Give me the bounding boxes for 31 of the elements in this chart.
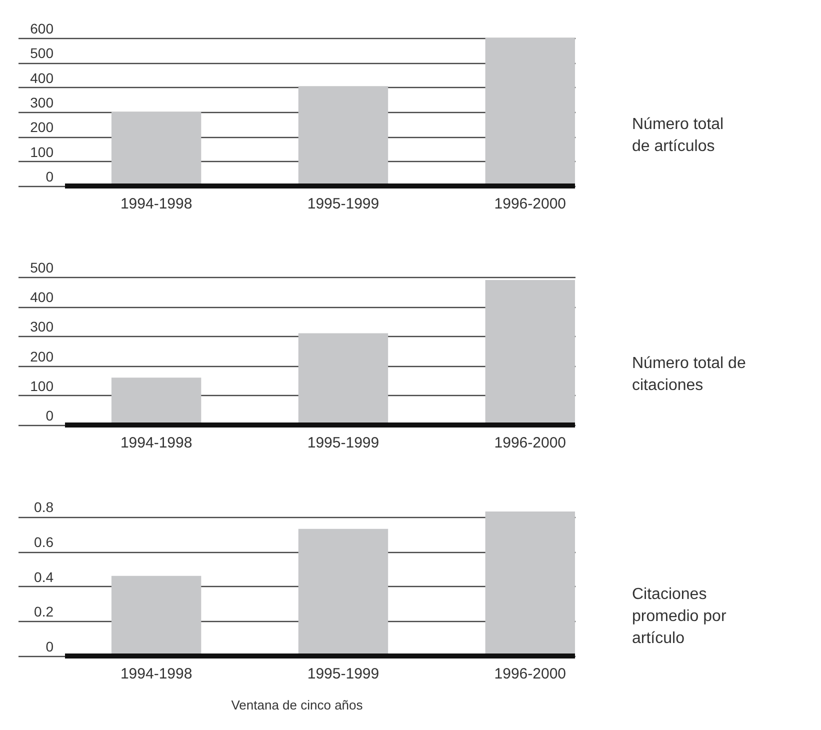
x-axis-title: Ventana de cinco años: [231, 698, 364, 712]
y-tick-label: 0.2: [34, 604, 54, 620]
x-tick-label: 1995-1999: [307, 196, 380, 212]
x-tick-label: 1996-2000: [494, 666, 566, 682]
y-tick-label: 0: [46, 638, 54, 654]
y-axis-title: Número total de citaciones: [632, 354, 746, 394]
x-tick-label: 1996-2000: [494, 196, 566, 212]
y-tick-label: 400: [30, 289, 54, 306]
x-tick-label: 1995-1999: [307, 666, 380, 682]
y-tick-label: 300: [30, 318, 54, 335]
y-tick-label: 200: [30, 119, 54, 136]
y-tick-label: 500: [30, 260, 54, 276]
y-tick-label: 300: [30, 94, 54, 110]
x-tick-label: 1994-1998: [120, 434, 192, 452]
y-tick-label: 0: [46, 168, 54, 184]
y-tick-label: 0.4: [34, 568, 54, 585]
x-tick-label: 1996-2000: [494, 434, 566, 452]
y-tick-label: 0: [46, 408, 54, 424]
y-tick-label: 600: [30, 20, 54, 36]
y-tick-label: 500: [30, 45, 54, 62]
y-axis-title: Número total de artículos: [632, 116, 724, 155]
x-tick-label: 1994-1998: [120, 666, 192, 682]
y-tick-label: 0.6: [34, 534, 54, 550]
x-tick-label: 1994-1998: [120, 196, 192, 212]
y-tick-label: 100: [30, 144, 54, 160]
y-tick-label: 400: [30, 70, 54, 86]
y-tick-label: 200: [30, 348, 54, 364]
y-axis-title: Citaciones promedio por artículo: [632, 586, 727, 647]
y-tick-label: 100: [30, 378, 54, 394]
y-tick-label: 0.8: [34, 499, 54, 516]
x-tick-label: 1995-1999: [307, 434, 380, 452]
